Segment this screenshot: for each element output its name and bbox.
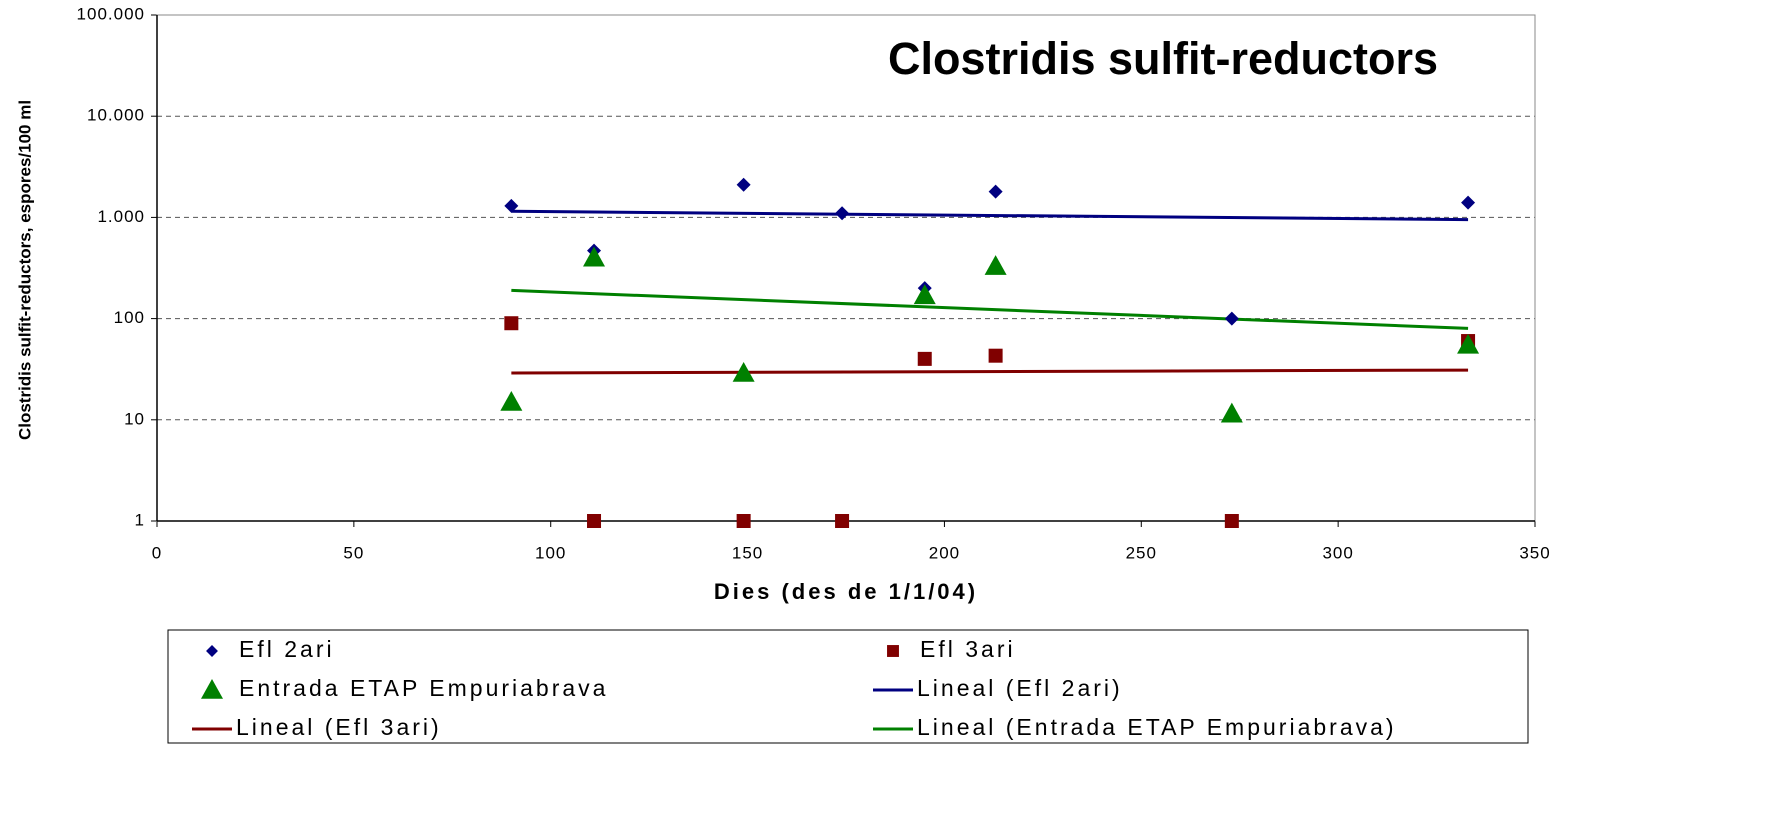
x-tick-label: 350 [1519, 543, 1550, 562]
legend-label: Efl 2ari [239, 636, 335, 662]
legend-marker [206, 645, 218, 657]
triangle-marker [1220, 402, 1243, 423]
triangle-marker [1457, 333, 1480, 354]
x-tick-label: 250 [1126, 543, 1157, 562]
square-marker [835, 514, 850, 528]
square-marker [504, 316, 519, 331]
diamond-marker [1461, 195, 1476, 210]
y-tick-label: 1 [135, 510, 145, 529]
diamond-marker [504, 198, 519, 213]
square-marker [917, 351, 932, 366]
triangle-marker [913, 284, 936, 305]
legend-label: Lineal (Efl 3ari) [236, 714, 442, 740]
x-tick-label: 50 [343, 543, 364, 562]
x-axis-label: Dies (des de 1/1/04) [714, 579, 978, 604]
square-marker [736, 514, 751, 528]
diamond-marker [988, 184, 1003, 199]
x-tick-label: 0 [152, 543, 162, 562]
triangle-marker [500, 390, 523, 411]
triangle-marker [583, 246, 606, 267]
y-axis-label: Clostridis sulfit-reductors, espores/100… [15, 100, 34, 440]
trend-line [511, 288, 1469, 330]
square-marker [1224, 514, 1239, 528]
legend-label: Lineal (Entrada ETAP Empuriabrava) [917, 714, 1397, 740]
square-marker [587, 514, 602, 528]
legend-label: Efl 3ari [920, 636, 1016, 662]
y-tick-label: 100 [114, 308, 145, 327]
trend-line [511, 209, 1469, 222]
x-tick-label: 150 [732, 543, 763, 562]
diamond-marker [835, 206, 850, 221]
diamond-marker [736, 177, 751, 192]
diamond-marker [1224, 311, 1239, 326]
legend-marker [201, 679, 223, 699]
x-tick-label: 200 [929, 543, 960, 562]
triangle-marker [732, 362, 755, 382]
trend-line [511, 368, 1469, 375]
y-tick-label: 10.000 [87, 106, 145, 125]
chart-title: Clostridis sulfit-reductors [888, 33, 1438, 84]
legend-label: Lineal (Efl 2ari) [917, 675, 1123, 701]
x-tick-label: 100 [535, 543, 566, 562]
triangle-marker [984, 255, 1007, 275]
y-tick-label: 10 [124, 409, 145, 428]
legend-box [167, 629, 1529, 744]
x-tick-label: 300 [1322, 543, 1353, 562]
square-marker [988, 348, 1003, 363]
y-tick-label: 100.000 [77, 4, 145, 23]
legend-label: Entrada ETAP Empuriabrava [239, 675, 608, 701]
y-tick-label: 1.000 [97, 207, 145, 226]
legend-marker [887, 645, 899, 657]
